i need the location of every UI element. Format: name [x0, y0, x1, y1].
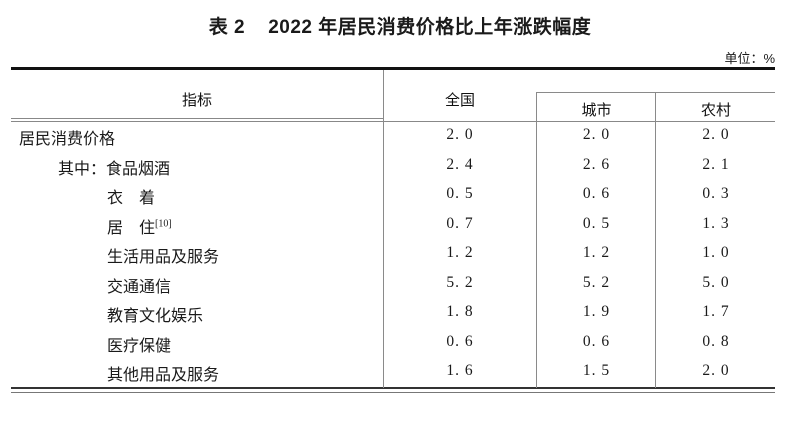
row-label: 居民消费价格 — [19, 131, 116, 148]
row-label: 其他用品及服务 — [107, 367, 220, 384]
cell-urban: 2. 6 — [582, 155, 611, 173]
cell-rural: 2. 0 — [702, 126, 730, 143]
row-label: 居 住[10] — [107, 218, 172, 237]
table-bottom-border — [11, 387, 775, 389]
cell-national: 2. 0 — [446, 126, 474, 143]
cell-urban: 0. 6 — [582, 332, 611, 350]
cell-rural: 2. 0 — [702, 362, 730, 379]
cell-national: 5. 2 — [446, 273, 474, 291]
cell-rural: 1. 0 — [702, 244, 730, 261]
table-row: 居民消费价格 2. 0 2. 0 2. 0 — [11, 122, 775, 152]
column-divider-rural — [655, 92, 656, 388]
cell-urban: 1. 5 — [582, 362, 611, 379]
cell-national: 0. 7 — [446, 214, 474, 232]
cell-urban: 0. 5 — [582, 214, 611, 232]
table-bottom-border-second — [11, 392, 775, 393]
cell-national: 1. 8 — [446, 303, 474, 320]
cell-national: 2. 4 — [446, 155, 474, 173]
unit-label: 单位：% — [724, 51, 775, 66]
column-header-urban: 城市 — [581, 102, 612, 119]
cell-urban: 0. 6 — [582, 185, 611, 202]
table-row: 医疗保健 0. 6 0. 6 0. 8 — [11, 329, 775, 359]
cell-rural: 2. 1 — [702, 155, 730, 173]
cell-rural: 0. 3 — [702, 185, 730, 202]
sub-header-group — [536, 92, 775, 388]
cell-rural: 0. 8 — [702, 332, 730, 350]
cell-urban: 1. 2 — [582, 244, 611, 261]
column-divider-indicator — [383, 70, 384, 388]
table-row: 教育文化娱乐 1. 8 1. 9 1. 7 — [11, 299, 775, 329]
table-row: 居 住[10] 0. 7 0. 5 1. 3 — [11, 211, 775, 241]
column-header-indicator: 指标 — [181, 92, 212, 109]
table-body: 居民消费价格 2. 0 2. 0 2. 0 其中：食品烟酒 2. 4 2. 6 2. 1 衣 着… — [11, 122, 775, 388]
cell-urban: 1. 9 — [582, 303, 611, 320]
column-header-rural: 农村 — [700, 102, 731, 119]
cell-national: 1. 2 — [446, 244, 474, 261]
cell-rural: 1. 7 — [702, 303, 730, 320]
row-label: 交通通信 — [107, 278, 172, 296]
table-top-border — [11, 67, 775, 70]
statistics-table: 指标 全国 城市 农村 居民消费价格 2. 0 2. 0 2. 0 其中：食品烟酒 2. … — [11, 67, 775, 397]
page-title: 表 2 2022 年居民消费价格比上年涨跌幅度 — [208, 17, 592, 38]
cell-urban: 2. 0 — [582, 126, 611, 143]
column-header-national: 全国 — [444, 92, 475, 109]
column-divider-urban — [536, 92, 537, 388]
cell-national: 1. 6 — [446, 362, 474, 379]
row-label: 教育文化娱乐 — [107, 308, 204, 325]
table-row: 其他用品及服务 1. 6 1. 5 2. 0 — [11, 358, 775, 388]
cell-urban: 5. 2 — [582, 273, 611, 291]
table-row: 其中：食品烟酒 2. 4 2. 6 2. 1 — [11, 152, 775, 182]
table-row: 交通通信 5. 2 5. 2 5. 0 — [11, 270, 775, 300]
row-label: 其中：食品烟酒 — [58, 160, 171, 178]
indicator-header-underline — [11, 118, 383, 119]
cell-rural: 1. 3 — [702, 214, 730, 232]
cell-rural: 5. 0 — [702, 273, 730, 291]
row-label: 衣 着 — [107, 190, 156, 207]
row-label: 生活用品及服务 — [107, 249, 220, 266]
row-label: 医疗保健 — [107, 337, 172, 355]
header-underline — [11, 121, 775, 122]
table-row: 生活用品及服务 1. 2 1. 2 1. 0 — [11, 240, 775, 270]
cell-national: 0. 5 — [446, 185, 474, 202]
table-row: 衣 着 0. 5 0. 6 0. 3 — [11, 181, 775, 211]
footnote-marker: [10] — [155, 218, 172, 230]
cell-national: 0. 6 — [446, 332, 474, 350]
